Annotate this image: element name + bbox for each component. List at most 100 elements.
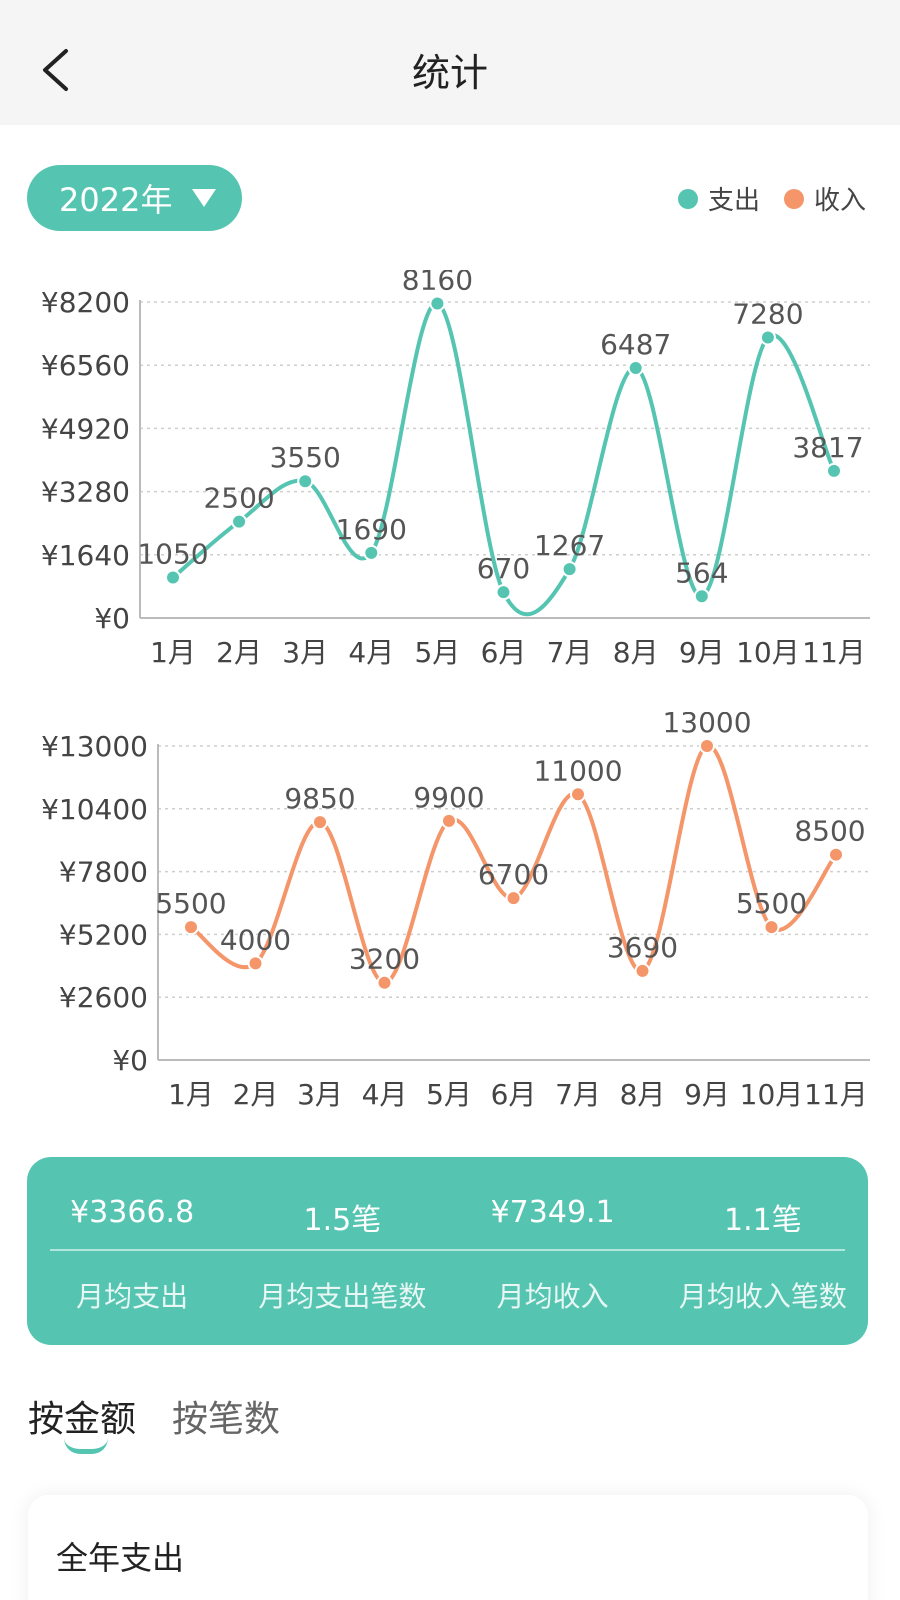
- legend-dot-icon: [677, 188, 698, 209]
- data-label: 7280: [732, 297, 803, 330]
- x-tick-label: 7月: [547, 636, 593, 669]
- x-tick-label: 6月: [481, 636, 527, 669]
- data-label: 6700: [478, 858, 549, 891]
- legend-item-expense: 支出: [677, 180, 760, 217]
- data-point[interactable]: [826, 462, 842, 479]
- data-point[interactable]: [693, 588, 710, 605]
- avg-expense-value: ¥3366.8: [70, 1195, 195, 1230]
- data-point[interactable]: [312, 814, 328, 831]
- data-label: 9850: [284, 782, 355, 815]
- y-tick-label: ¥4920: [41, 412, 130, 445]
- data-label: 3200: [349, 943, 420, 976]
- data-point[interactable]: [376, 974, 393, 991]
- tab-active-indicator: [64, 1438, 108, 1454]
- yearly-expense-card: 全年支出: [28, 1495, 868, 1600]
- x-tick-label: 8月: [613, 636, 659, 669]
- data-point[interactable]: [165, 569, 181, 586]
- top-bar: 统计: [0, 0, 900, 125]
- back-button[interactable]: [30, 40, 80, 100]
- y-tick-label: ¥13000: [41, 730, 148, 763]
- data-label: 11000: [533, 754, 622, 787]
- x-tick-label: 7月: [555, 1078, 601, 1111]
- x-tick-label: 2月: [216, 636, 262, 669]
- legend: 支出 收入: [654, 180, 866, 217]
- x-tick-label: 11月: [804, 1078, 868, 1111]
- data-label: 3690: [607, 931, 678, 964]
- data-point[interactable]: [561, 561, 578, 578]
- stat-tabs: 按金额 按笔数: [28, 1390, 316, 1454]
- avg-income-label: 月均收入: [496, 1280, 609, 1313]
- data-label: 5500: [155, 887, 226, 920]
- y-tick-label: ¥0: [112, 1044, 148, 1077]
- tab-by-amount[interactable]: 按金额: [28, 1390, 136, 1454]
- data-point[interactable]: [699, 738, 715, 754]
- series-line: [171, 301, 836, 617]
- x-tick-label: 4月: [348, 636, 394, 669]
- x-tick-label: 9月: [679, 636, 725, 669]
- data-point[interactable]: [231, 513, 248, 530]
- y-tick-label: ¥2600: [59, 981, 148, 1014]
- x-tick-label: 8月: [620, 1078, 666, 1111]
- data-label: 1050: [137, 538, 208, 571]
- data-point[interactable]: [763, 919, 780, 936]
- x-tick-label: 5月: [414, 636, 460, 669]
- data-label: 3817: [792, 431, 863, 464]
- data-label: 4000: [220, 923, 291, 956]
- chevron-left-icon: [43, 49, 68, 91]
- legend-label: 收入: [813, 186, 866, 216]
- data-label: 670: [477, 552, 530, 585]
- summary-divider: [50, 1249, 845, 1251]
- data-point[interactable]: [441, 812, 457, 829]
- data-point[interactable]: [505, 890, 522, 907]
- data-label: 9900: [413, 781, 484, 814]
- data-point[interactable]: [828, 846, 844, 863]
- y-tick-label: ¥8200: [41, 286, 130, 319]
- data-label: 6487: [600, 328, 671, 361]
- y-tick-label: ¥3280: [41, 476, 130, 509]
- data-label: 1690: [336, 513, 407, 546]
- x-tick-label: 2月: [233, 1078, 279, 1111]
- data-point[interactable]: [627, 360, 644, 377]
- data-label: 5500: [736, 887, 807, 920]
- data-label: 13000: [662, 712, 751, 739]
- data-label: 564: [675, 556, 728, 589]
- data-label: 8160: [402, 270, 473, 297]
- x-tick-label: 1月: [150, 636, 196, 669]
- year-label: 2022年: [59, 181, 173, 219]
- tab-by-count[interactable]: 按笔数: [172, 1390, 280, 1442]
- data-point[interactable]: [634, 962, 651, 979]
- x-tick-label: 4月: [362, 1078, 408, 1111]
- x-tick-label: 10月: [740, 1078, 804, 1111]
- tab-label: 按笔数: [172, 1399, 281, 1440]
- x-tick-label: 9月: [684, 1078, 730, 1111]
- data-point[interactable]: [363, 544, 380, 561]
- page-title: 统计: [411, 51, 488, 95]
- legend-dot-icon: [783, 188, 804, 209]
- y-tick-label: ¥1640: [41, 539, 130, 572]
- data-label: 1267: [534, 529, 605, 562]
- x-tick-label: 1月: [168, 1078, 214, 1111]
- avg-income-value: ¥7349.1: [490, 1195, 615, 1230]
- data-point[interactable]: [183, 919, 199, 936]
- data-point[interactable]: [570, 786, 586, 803]
- data-point[interactable]: [495, 584, 512, 601]
- x-tick-label: 6月: [491, 1078, 537, 1111]
- data-point[interactable]: [297, 473, 314, 490]
- data-point[interactable]: [429, 295, 446, 312]
- y-tick-label: ¥5200: [59, 918, 148, 951]
- y-tick-label: ¥10400: [41, 793, 148, 826]
- avg-expense-label: 月均支出: [76, 1280, 189, 1313]
- x-tick-label: 11月: [802, 636, 866, 669]
- data-label: 8500: [794, 815, 865, 848]
- y-tick-label: ¥7800: [59, 856, 148, 889]
- data-point[interactable]: [247, 955, 264, 972]
- income-line-chart: ¥0 ¥2600 ¥5200 ¥7800 ¥10400 ¥13000 1月 2月 3月 4月 5月 6…: [41, 712, 870, 1111]
- data-label: 2500: [203, 482, 274, 515]
- legend-item-income: 收入: [783, 180, 866, 217]
- legend-label: 支出: [707, 186, 760, 216]
- data-label: 3550: [270, 441, 341, 474]
- card-title: 全年支出: [56, 1539, 185, 1577]
- avg-income-count-label: 月均收入笔数: [678, 1280, 847, 1313]
- data-point[interactable]: [759, 329, 776, 346]
- year-selector[interactable]: 2022年: [27, 165, 242, 231]
